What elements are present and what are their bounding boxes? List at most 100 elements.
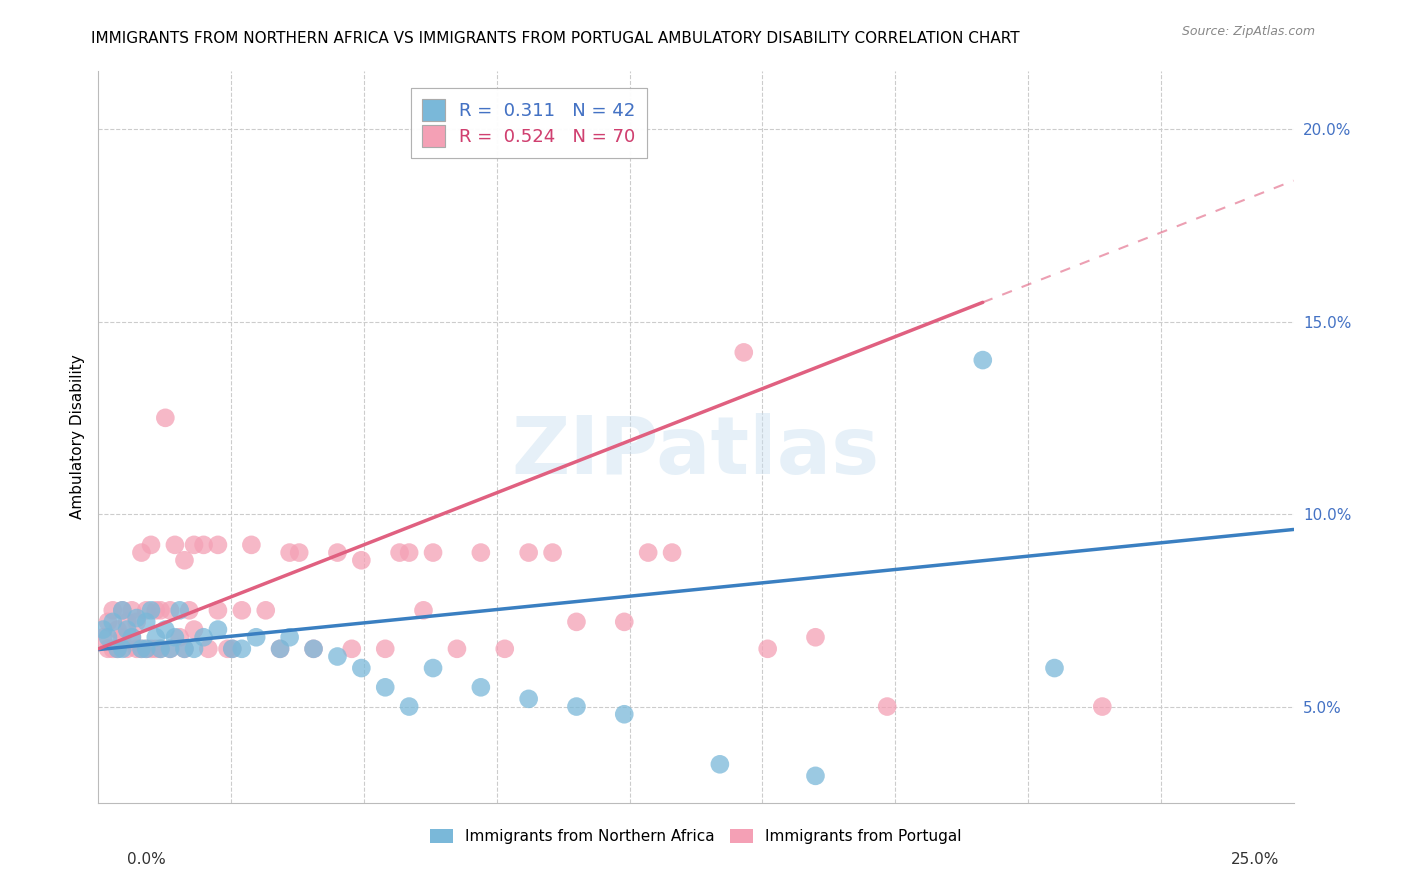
Point [139,538,162,552]
Point [159,641,181,656]
Point [107,623,129,637]
Point [398,545,420,559]
Point [398,699,420,714]
Point [470,545,492,559]
Point [179,603,201,617]
Text: 0.0%: 0.0% [127,852,166,867]
Point [149,603,172,617]
Point [111,641,134,656]
Point [101,603,124,617]
Point [245,630,267,644]
Point [115,641,138,656]
Point [302,641,325,656]
Point [97,641,120,656]
Text: IMMIGRANTS FROM NORTHERN AFRICA VS IMMIGRANTS FROM PORTUGAL AMBULATORY DISABILIT: IMMIGRANTS FROM NORTHERN AFRICA VS IMMIG… [91,31,1019,46]
Point [972,353,994,368]
Point [121,630,143,644]
Point [422,661,444,675]
Point [517,691,540,706]
Point [1091,699,1114,714]
Point [269,641,291,656]
Point [446,641,468,656]
Point [111,603,134,617]
Point [350,661,373,675]
Point [121,630,143,644]
Point [111,603,134,617]
Point [163,630,186,644]
Point [326,649,349,664]
Point [115,623,138,637]
Point [163,538,186,552]
Point [173,641,195,656]
Point [302,641,325,656]
Point [240,538,263,552]
Point [565,615,588,629]
Point [207,538,229,552]
Point [97,630,120,644]
Point [494,641,516,656]
Point [412,603,434,617]
Point [221,641,243,656]
Point [155,623,177,637]
Point [139,603,162,617]
Point [115,615,138,629]
Point [217,641,239,656]
Point [278,630,301,644]
Point [169,603,191,617]
Point [231,603,253,617]
Point [101,615,124,629]
Point [756,641,779,656]
Point [125,615,148,629]
Text: ZIPatlas: ZIPatlas [512,413,880,491]
Point [139,641,162,656]
Point [173,641,195,656]
Point [470,681,492,695]
Text: Source: ZipAtlas.com: Source: ZipAtlas.com [1181,25,1315,38]
Point [91,630,114,644]
Point [254,603,277,617]
Point [374,641,396,656]
Point [135,641,157,656]
Point [422,545,444,559]
Point [278,545,301,559]
Y-axis label: Ambulatory Disability: Ambulatory Disability [69,355,84,519]
Point [183,623,205,637]
Point [135,615,157,629]
Point [613,615,636,629]
Point [269,641,291,656]
Point [388,545,411,559]
Point [804,769,827,783]
Point [637,545,659,559]
Point [326,545,349,559]
Point [517,545,540,559]
Point [169,630,191,644]
Point [340,641,363,656]
Point [131,641,153,656]
Point [159,603,181,617]
Legend: R =  0.311   N = 42, R =  0.524   N = 70: R = 0.311 N = 42, R = 0.524 N = 70 [411,87,647,158]
Point [193,630,215,644]
Point [565,699,588,714]
Point [135,641,157,656]
Point [541,545,564,559]
Point [374,681,396,695]
Point [131,545,153,559]
Point [159,641,181,656]
Point [207,623,229,637]
Point [183,641,205,656]
Point [135,603,157,617]
Point [804,630,827,644]
Point [131,641,153,656]
Point [876,699,898,714]
Point [149,641,172,656]
Point [91,623,114,637]
Point [101,641,124,656]
Point [207,603,229,617]
Point [709,757,731,772]
Point [183,538,205,552]
Point [613,707,636,722]
Point [125,641,148,656]
Point [121,603,143,617]
Point [155,410,177,425]
Point [145,641,167,656]
